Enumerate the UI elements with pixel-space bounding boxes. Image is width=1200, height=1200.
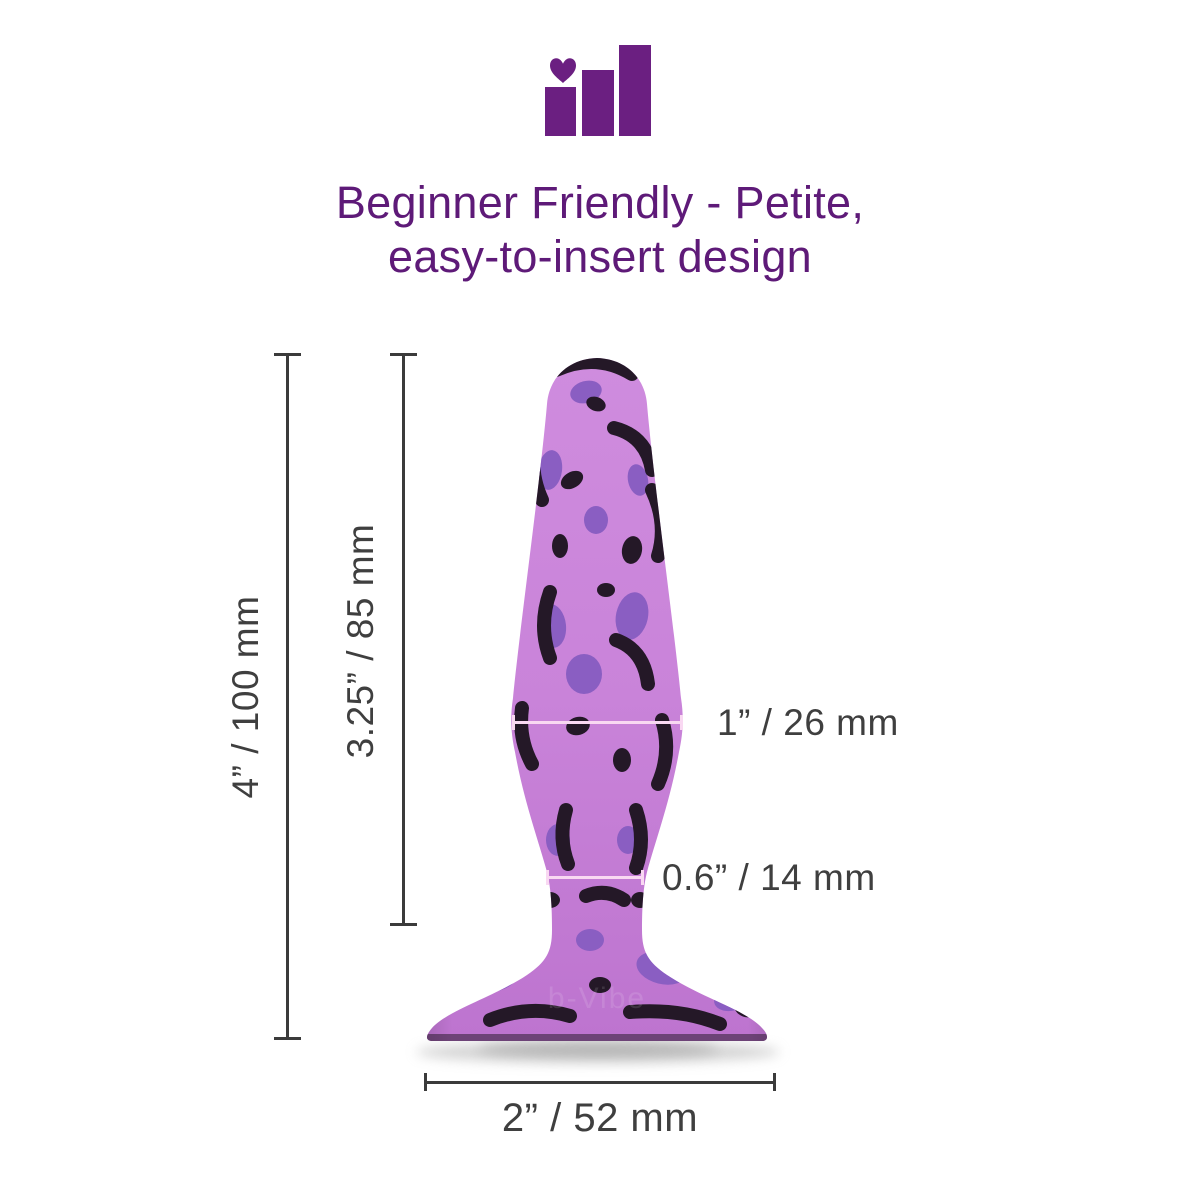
product-shadow bbox=[416, 1041, 780, 1063]
dimension-base-width-line bbox=[424, 1073, 776, 1091]
dimension-cap bbox=[641, 870, 644, 885]
dimension-overall-length-label: 4” / 100 mm bbox=[225, 595, 266, 799]
dimension-insertable-length-line bbox=[390, 353, 417, 926]
dimension-cap bbox=[773, 1073, 776, 1091]
page-title-rest: - Petite, bbox=[693, 177, 865, 228]
dimension-neck-diameter-line bbox=[546, 870, 644, 885]
embossed-brand-logo: b-Vibe bbox=[548, 982, 646, 1015]
dimension-stem bbox=[424, 1081, 776, 1084]
dimension-cap bbox=[274, 1037, 301, 1040]
dimension-cap bbox=[680, 715, 683, 730]
product-image: b-Vibe bbox=[400, 340, 800, 1080]
dimension-neck-diameter-label: 0.6” / 14 mm bbox=[662, 857, 876, 898]
dimension-overall-length-line bbox=[274, 353, 301, 1040]
dimension-insertable-length-label: 3.25” / 85 mm bbox=[340, 523, 381, 759]
dimension-widest-diameter-line bbox=[512, 715, 683, 730]
dimension-stem bbox=[402, 353, 405, 926]
page-title-line2: easy-to-insert design bbox=[388, 231, 812, 282]
page-title: Beginner Friendly - Petite, easy-to-inse… bbox=[0, 176, 1200, 284]
dimension-widest-diameter-label: 1” / 26 mm bbox=[717, 702, 899, 743]
dimension-cap bbox=[390, 923, 417, 926]
dimension-stem bbox=[512, 721, 683, 724]
dimension-base-width-label: 2” / 52 mm bbox=[501, 1096, 699, 1140]
bar-chart-with-heart-icon bbox=[545, 43, 653, 137]
dimension-stem bbox=[286, 353, 289, 1040]
page-title-bold: Beginner Friendly bbox=[335, 177, 694, 228]
dimension-stem bbox=[546, 876, 644, 879]
